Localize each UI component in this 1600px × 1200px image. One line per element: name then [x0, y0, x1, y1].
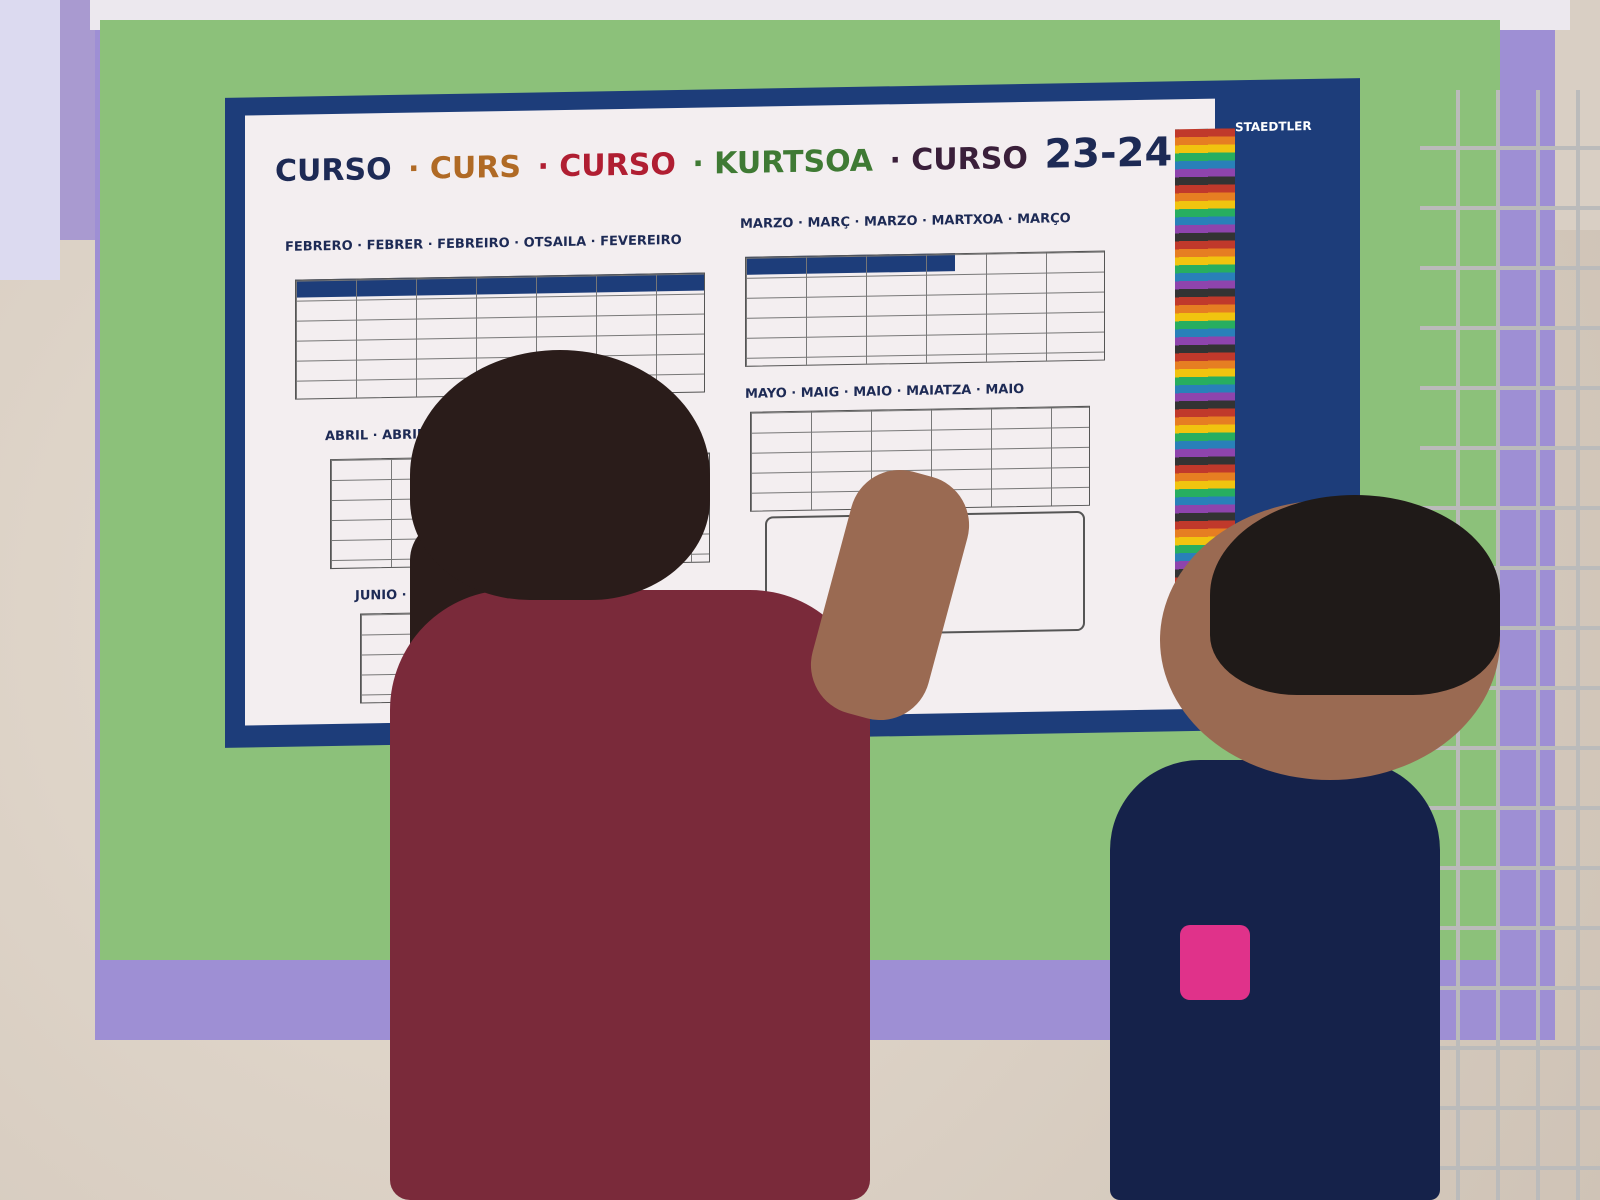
girl-head	[410, 350, 710, 600]
title-year: 23-24	[1044, 129, 1173, 178]
poster-title: CURSO · CURS · CURSO · KURTSOA · CURSO 2…	[275, 129, 1178, 191]
month-march: MARZO · MARÇ · MARZO · MARTXOA · MARÇO	[740, 211, 1071, 232]
pillar	[0, 0, 60, 280]
title-word: · CURSO	[889, 140, 1028, 179]
calendar-march	[745, 250, 1105, 367]
brand-logo: STAEDTLER	[1235, 118, 1312, 135]
girl-hoodie	[390, 590, 870, 1200]
title-word: · CURS	[408, 149, 521, 187]
title-word: CURSO	[275, 151, 392, 190]
month-may: MAYO · MAIG · MAIO · MAIATZA · MAIO	[745, 381, 1025, 402]
boy-shirt	[1110, 760, 1440, 1200]
shirt-logo	[1180, 925, 1250, 1000]
title-word: · CURSO	[537, 147, 676, 185]
boy-hair	[1210, 495, 1500, 695]
title-word: · KURTSOA	[692, 143, 873, 182]
month-february: FEBRERO · FEBRER · FEBREIRO · OTSAILA · …	[285, 232, 682, 255]
